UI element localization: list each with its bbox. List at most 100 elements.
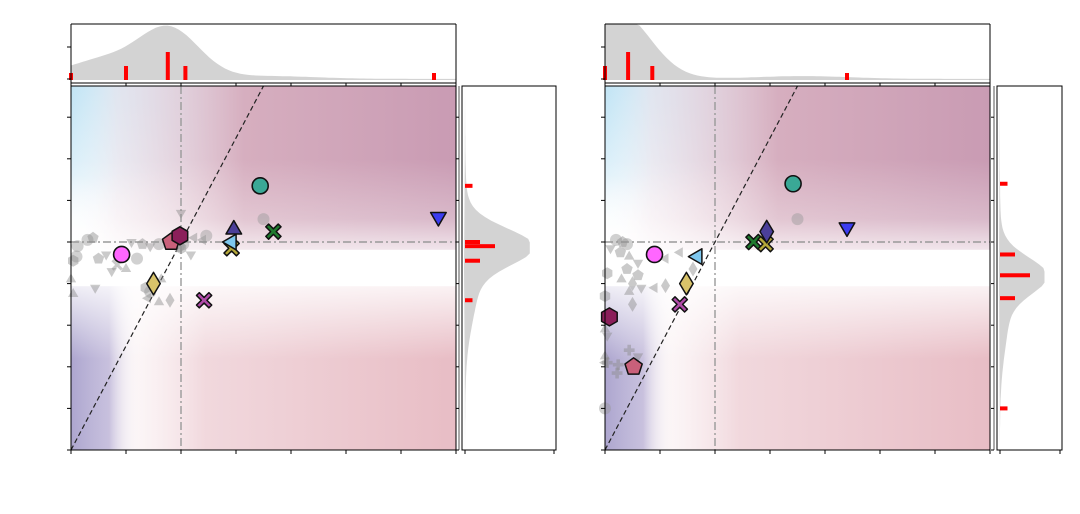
hist-bar-x xyxy=(845,73,849,80)
background-point xyxy=(120,263,132,272)
background-point xyxy=(624,250,635,260)
background-point xyxy=(791,213,804,226)
highlighted-point xyxy=(171,226,189,246)
highlighted-point xyxy=(645,245,664,264)
hist-bar-y xyxy=(1000,252,1015,257)
background-point xyxy=(601,357,613,369)
background-point xyxy=(185,251,197,261)
marginal-x xyxy=(601,23,991,86)
highlighted-point xyxy=(687,248,703,266)
background-point xyxy=(197,234,206,246)
background-point xyxy=(636,284,647,294)
hist-bar-x xyxy=(183,66,188,80)
background-point xyxy=(101,251,112,261)
background-point xyxy=(624,285,635,295)
background-regions xyxy=(71,86,456,450)
background-point xyxy=(610,233,622,246)
highlighted-point xyxy=(429,211,447,227)
background-point xyxy=(612,359,624,371)
region-fade xyxy=(605,158,990,359)
background-point xyxy=(106,268,117,278)
marginal-y xyxy=(991,85,1063,454)
hist-bar-y xyxy=(1000,406,1008,411)
background-point xyxy=(175,209,187,219)
background-point xyxy=(628,296,637,312)
hist-bar-y xyxy=(1000,181,1008,186)
highlighted-point xyxy=(600,307,618,327)
background-point xyxy=(628,276,637,292)
background-point xyxy=(616,273,627,283)
hist-bar-x xyxy=(650,66,655,80)
background-point xyxy=(87,231,99,243)
highlighted-point xyxy=(678,271,694,296)
background-point xyxy=(605,245,616,255)
background-point xyxy=(632,269,644,281)
highlighted-point xyxy=(225,219,243,235)
diagonal-line xyxy=(70,85,265,451)
hist-bar-y xyxy=(465,244,495,249)
background-point xyxy=(648,282,658,293)
scatter-panel-1 xyxy=(65,23,557,454)
highlighted-point xyxy=(146,271,161,296)
scatter-panel-2 xyxy=(599,23,1063,454)
hist-bar-y xyxy=(465,240,480,244)
hist-bar-x xyxy=(124,66,128,80)
background-point xyxy=(623,344,635,356)
diagonal-line xyxy=(604,85,799,451)
background-point xyxy=(614,246,627,258)
highlighted-point xyxy=(112,245,131,264)
background-point xyxy=(131,252,143,265)
hist-bar-y xyxy=(465,298,473,303)
background-point xyxy=(599,357,608,368)
hist-bar-y xyxy=(1000,273,1030,278)
background-point xyxy=(145,243,156,253)
background-point xyxy=(142,293,151,304)
highlighted-point xyxy=(624,357,643,375)
hist-bar-y xyxy=(465,183,473,188)
background-point xyxy=(632,259,644,269)
background-point xyxy=(688,261,698,277)
background-regions xyxy=(605,86,990,450)
highlighted-point xyxy=(251,177,270,195)
plot-frame xyxy=(604,85,991,451)
background-point xyxy=(611,367,623,379)
background-point xyxy=(616,236,629,247)
background-point xyxy=(136,238,149,249)
highlighted-point xyxy=(265,223,282,240)
hist-bar-x xyxy=(165,52,170,80)
kde-y xyxy=(464,86,530,450)
background-point xyxy=(90,284,101,294)
background-point xyxy=(659,253,669,264)
background-point xyxy=(621,263,633,274)
background-point xyxy=(153,296,165,306)
background-point xyxy=(81,233,94,246)
highlighted-point xyxy=(671,296,689,313)
background-point xyxy=(165,292,175,308)
background-point xyxy=(257,213,270,226)
background-point xyxy=(188,232,198,243)
highlighted-point xyxy=(784,174,802,193)
hist-bar-x xyxy=(432,73,436,80)
hist-bar-y xyxy=(465,258,480,263)
background-point xyxy=(153,238,165,251)
background-point xyxy=(621,238,633,251)
marginal-x xyxy=(67,23,457,86)
hist-bar-y xyxy=(1000,296,1015,301)
highlighted-point xyxy=(838,222,856,238)
background-point xyxy=(673,247,683,258)
marginal-y xyxy=(456,85,557,454)
kde-y xyxy=(999,86,1045,450)
highlighted-point xyxy=(221,233,237,251)
background-point xyxy=(632,353,644,363)
background-point xyxy=(661,278,670,294)
background-point xyxy=(70,250,83,263)
highlighted-point xyxy=(195,291,213,309)
kde-x xyxy=(71,25,456,81)
background-point xyxy=(71,240,84,253)
hist-bar-x xyxy=(626,52,631,80)
kde-x xyxy=(605,24,990,80)
highlighted-point xyxy=(759,219,775,244)
background-point xyxy=(126,239,137,248)
background-point xyxy=(200,229,213,242)
